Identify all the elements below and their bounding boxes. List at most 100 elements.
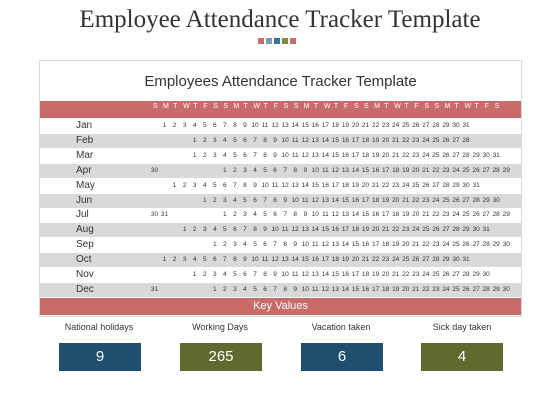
day-cell: 10 [271, 226, 279, 234]
day-cell: 14 [291, 122, 299, 129]
day-cell: 16 [341, 151, 350, 159]
day-cell: 26 [412, 122, 420, 129]
weekday-header: M [233, 103, 240, 110]
day-cell: 24 [422, 136, 430, 144]
day-cell: 28 [462, 151, 470, 159]
weekday-header: S [213, 103, 218, 110]
day-cell: 11 [321, 166, 329, 174]
day-cell: 17 [321, 122, 329, 129]
day-cell: 12 [281, 181, 289, 189]
day-cell: 17 [371, 241, 380, 249]
day-cell: 29 [442, 122, 450, 129]
day-cell: 11 [311, 285, 319, 293]
stat-label: National holidays [64, 322, 134, 332]
day-cell: 27 [452, 271, 460, 278]
day-cell: 1 [172, 181, 177, 189]
day-cell: 2 [202, 151, 207, 159]
day-cell: 14 [321, 151, 329, 159]
day-cell: 18 [331, 256, 339, 264]
day-cell: 19 [402, 211, 410, 219]
day-cell: 7 [273, 241, 277, 249]
day-cell: 21 [392, 151, 400, 159]
dot [266, 38, 272, 44]
day-cell: 24 [392, 256, 400, 264]
day-cell: 26 [422, 181, 430, 189]
month-row: Sep 1 2 3 4 5 6 7 8 9 10 11 12 13 14 15 16 17 18 19 20 21 22 23… [40, 238, 521, 252]
day-cell: 11 [301, 196, 309, 204]
month-label: Feb [76, 134, 94, 146]
day-cell: 1 [212, 285, 217, 293]
day-cell: 8 [293, 166, 297, 174]
day-cell: 28 [462, 271, 470, 278]
day-cell: 24 [402, 181, 410, 189]
day-cell: 16 [371, 211, 380, 219]
day-cell: 24 [452, 166, 460, 174]
day-cell: 15 [361, 166, 370, 174]
day-cell: 15 [331, 271, 339, 278]
day-cell: 11 [261, 256, 269, 264]
day-cell: 12 [301, 136, 309, 144]
day-cell: 21 [382, 226, 390, 234]
month-row: Mar 1 2 3 4 5 6 7 8 9 10 11 12 13 14 15 16 17 18 19 20 21 22 23… [40, 149, 521, 163]
day-cell: 18 [341, 181, 350, 189]
day-cell: 12 [271, 122, 279, 129]
day-cell: 11 [261, 122, 269, 129]
day-cell: 3 [182, 122, 187, 129]
stat-value-box: 6 [301, 343, 383, 371]
day-cell: 4 [223, 151, 227, 159]
day-cell: 24 [452, 211, 460, 219]
day-cell: 27 [462, 196, 470, 204]
day-cell: 31 [150, 285, 159, 293]
day-cell: 2 [172, 256, 177, 264]
day-cell: 25 [412, 181, 420, 189]
day-cell: 19 [371, 151, 380, 159]
day-cell: 20 [412, 166, 420, 174]
day-cell: 29 [452, 181, 460, 189]
day-cell: 24 [432, 196, 440, 204]
day-cell: 7 [283, 211, 287, 219]
day-cell: 9 [243, 256, 247, 264]
day-cell: 28 [482, 241, 490, 249]
day-cell: 18 [361, 151, 370, 159]
day-cell: 21 [392, 271, 400, 278]
day-cell: 5 [233, 136, 237, 144]
weekday-header: T [333, 103, 339, 110]
day-cell: 21 [412, 241, 420, 249]
day-cell: 30 [502, 285, 510, 293]
day-cell: 13 [321, 196, 329, 204]
day-cell: 16 [351, 196, 360, 204]
day-cell: 29 [492, 285, 500, 293]
day-cell: 8 [243, 181, 247, 189]
day-cell: 17 [341, 226, 350, 234]
day-cell: 2 [223, 241, 227, 249]
day-cell: 4 [253, 166, 257, 174]
day-cell: 20 [392, 196, 400, 204]
day-cell: 13 [331, 285, 339, 293]
day-cell: 1 [212, 241, 217, 249]
day-cell: 31 [472, 181, 480, 189]
day-cell: 18 [361, 136, 370, 144]
day-cell: 3 [233, 285, 237, 293]
day-cell: 20 [402, 285, 410, 293]
weekday-header: S [354, 103, 359, 110]
day-cell: 10 [291, 196, 299, 204]
day-cell: 3 [233, 241, 237, 249]
day-cell: 10 [311, 211, 319, 219]
day-cell: 16 [371, 166, 380, 174]
weekday-header: F [414, 103, 419, 110]
day-cell: 24 [442, 241, 450, 249]
day-cell: 22 [392, 226, 400, 234]
day-cell: 6 [273, 166, 277, 174]
day-cell: 5 [243, 196, 247, 204]
dot [274, 38, 280, 44]
month-label: Aug [76, 224, 94, 236]
day-cell: 22 [402, 136, 410, 144]
day-cell: 7 [263, 196, 267, 204]
weekday-header: W [394, 103, 401, 110]
day-cell: 14 [341, 241, 350, 249]
day-cell: 8 [283, 241, 287, 249]
weekday-header: W [253, 103, 261, 110]
day-cell: 22 [432, 166, 440, 174]
day-cell: 20 [412, 211, 420, 219]
day-cell: 25 [422, 226, 430, 234]
